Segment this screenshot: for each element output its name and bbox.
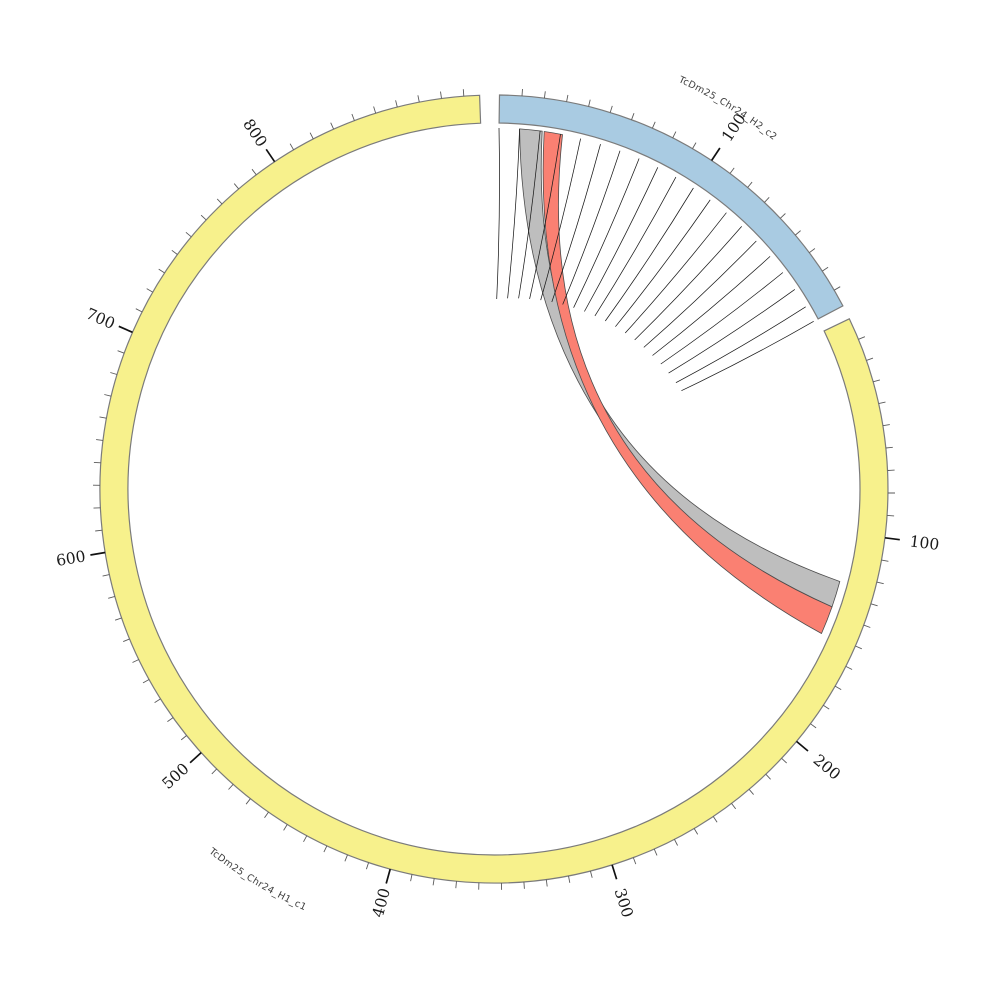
major-tick-1-200 bbox=[795, 740, 809, 752]
sector-band-1 bbox=[99, 94, 889, 884]
axis-label-1-300: 300 bbox=[611, 886, 637, 920]
major-tick-1-100 bbox=[884, 536, 900, 541]
axis-label-1-100: 100 bbox=[909, 532, 941, 554]
axis-label-1-600: 600 bbox=[55, 547, 87, 570]
minor-ticks-sector-1 bbox=[92, 89, 895, 890]
major-tick-1-400 bbox=[385, 868, 392, 884]
synteny-ribbon-salmon bbox=[542, 131, 833, 635]
major-tick-1-800 bbox=[265, 148, 276, 163]
synteny-ribbon-gray bbox=[519, 128, 841, 608]
major-tick-1-500 bbox=[189, 751, 202, 764]
major-tick-1-300 bbox=[611, 864, 618, 880]
sector-band-0 bbox=[498, 94, 844, 320]
minor-ticks-sector-0 bbox=[521, 88, 841, 291]
axis-label-1-400: 400 bbox=[369, 886, 394, 919]
major-tick-0-100 bbox=[710, 147, 721, 161]
axis-label-1-800: 800 bbox=[239, 116, 270, 151]
axis-label-1-200: 200 bbox=[810, 751, 844, 784]
major-tick-1-600 bbox=[90, 551, 106, 556]
radial-link-lines bbox=[496, 127, 814, 392]
axis-label-1-500: 500 bbox=[159, 760, 193, 793]
major-tick-1-700 bbox=[118, 325, 133, 334]
axis-label-1-700: 700 bbox=[83, 305, 117, 333]
sector-name-label-1: TcDm25_Chr24_H1_c1 bbox=[206, 845, 308, 913]
